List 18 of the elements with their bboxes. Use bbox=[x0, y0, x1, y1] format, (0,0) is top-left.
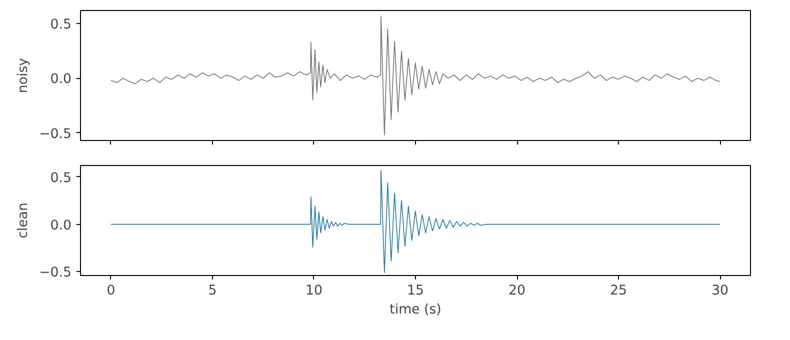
line-series bbox=[110, 170, 720, 274]
y-tick-label: 0.0 bbox=[50, 72, 72, 88]
y-axis-title: noisy bbox=[16, 58, 32, 94]
x-tick-label: 0 bbox=[106, 284, 116, 298]
x-tick-label: 15 bbox=[407, 284, 424, 298]
y-tick-label: 0.5 bbox=[50, 170, 72, 186]
y-tick-label: 0.0 bbox=[50, 218, 72, 234]
x-tick-label: 10 bbox=[306, 284, 322, 298]
line-series bbox=[110, 16, 720, 136]
x-tick-label: 5 bbox=[208, 284, 217, 298]
y-axis-title: clean bbox=[16, 202, 32, 238]
x-axis-title: time (s) bbox=[390, 302, 442, 318]
x-tick-label: 20 bbox=[508, 284, 526, 298]
y-tick-label: 0.5 bbox=[50, 18, 72, 33]
y-tick-label: −0.5 bbox=[39, 266, 72, 281]
x-tick-label: 25 bbox=[610, 284, 628, 298]
x-tick-label: 30 bbox=[712, 284, 729, 298]
y-tick-label: −0.5 bbox=[39, 126, 72, 142]
